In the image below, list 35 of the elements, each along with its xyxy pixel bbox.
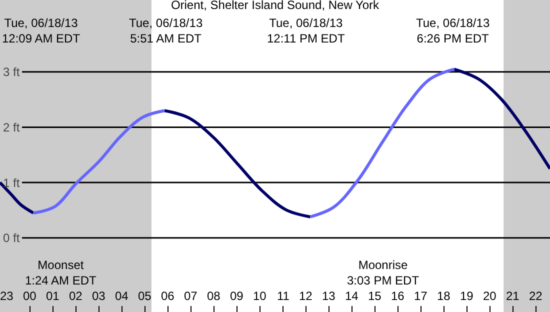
- x-tick-label: 20: [483, 289, 497, 303]
- x-tick-label: 09: [230, 289, 244, 303]
- x-tick-label: 14: [345, 289, 359, 303]
- annotation: Tue, 06/18/13 12:11 PM EDT: [267, 16, 346, 46]
- chart-title: Orient, Shelter Island Sound, New York: [170, 0, 380, 12]
- x-tick-label: 00: [23, 289, 37, 303]
- x-tick-label: 22: [529, 289, 543, 303]
- x-tick-label: 04: [115, 289, 129, 303]
- x-tick-label: 18: [437, 289, 451, 303]
- x-tick-label: 10: [253, 289, 267, 303]
- x-tick-label: 11: [277, 289, 290, 303]
- x-tick-label: 07: [184, 289, 198, 303]
- annotation: Moonrise 3:03 PM EDT: [347, 258, 420, 288]
- x-tick-label: 02: [69, 289, 83, 303]
- annotation: Tue, 06/18/13 5:51 AM EDT: [129, 16, 203, 46]
- x-tick-label: 13: [322, 289, 336, 303]
- x-tick-label: 17: [414, 289, 428, 303]
- x-tick-label: 06: [161, 289, 175, 303]
- y-tick-label: 0 ft: [3, 231, 20, 246]
- x-tick-label: 12: [299, 289, 313, 303]
- x-tick-label: 15: [368, 289, 382, 303]
- x-tick-label: 08: [207, 289, 221, 303]
- annotation: Tue, 06/18/13 6:26 PM EDT: [416, 16, 490, 46]
- x-tick-label: 03: [92, 289, 106, 303]
- y-tick-label: 2 ft: [3, 120, 20, 134]
- x-tick-label: 23: [0, 289, 14, 303]
- annotation: Moonset 1:24 AM EDT: [25, 258, 98, 288]
- x-tick-label: 16: [391, 289, 405, 303]
- annotation: Tue, 06/18/13 12:09 AM EDT: [2, 16, 81, 46]
- x-tick-label: 05: [138, 289, 152, 303]
- x-tick-label: 01: [46, 289, 60, 303]
- y-tick-label: 3 ft: [3, 65, 20, 80]
- x-tick-label: 21: [506, 289, 520, 303]
- x-tick-label: 19: [460, 289, 474, 303]
- y-tick-label: 1 ft: [3, 176, 20, 190]
